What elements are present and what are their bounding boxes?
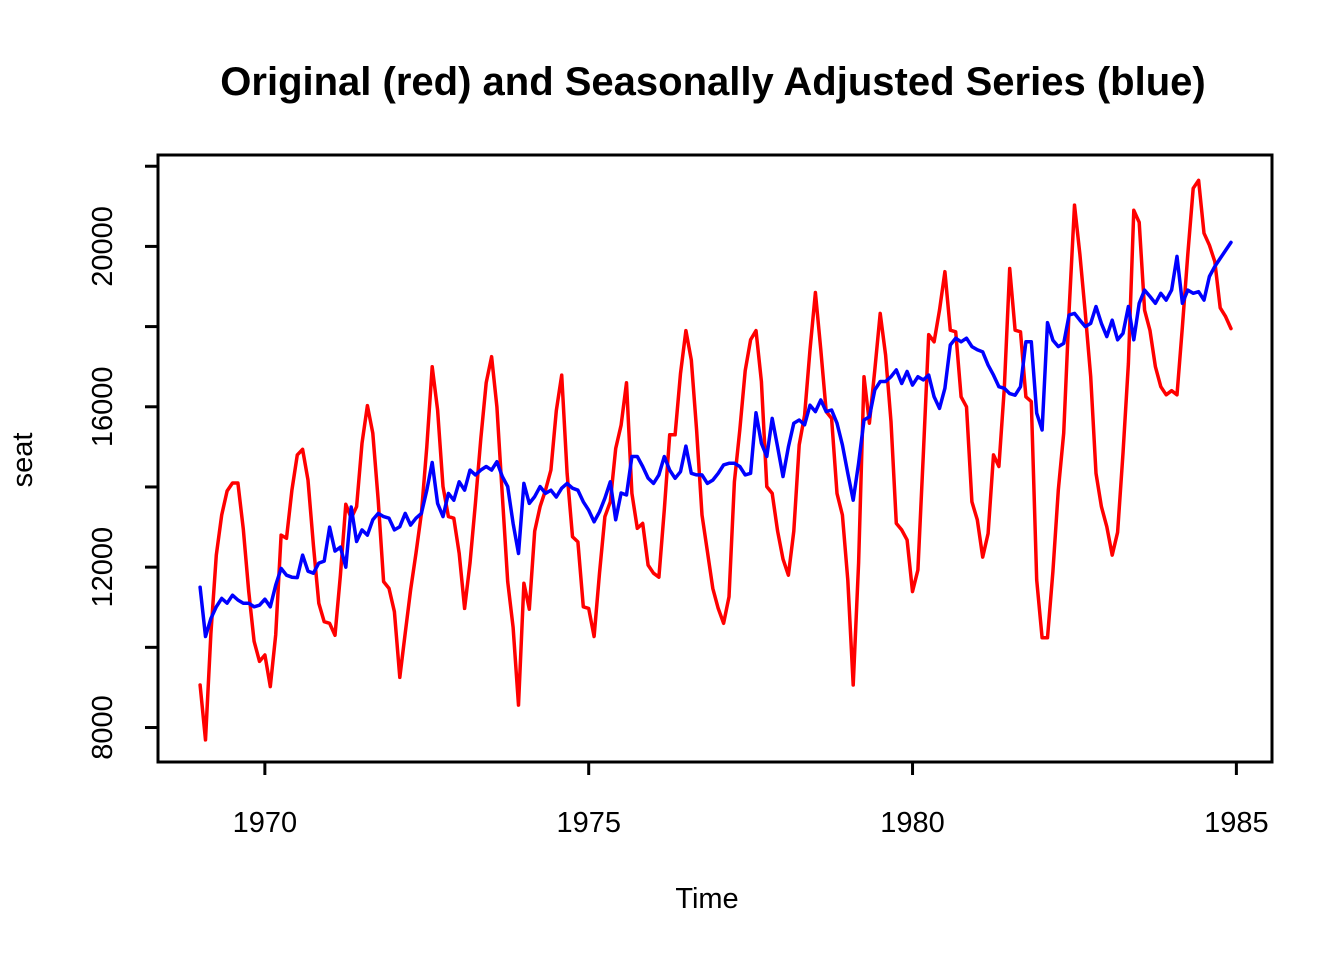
y-axis-tick-label: 12000 xyxy=(87,527,119,608)
x-axis-title: Time xyxy=(675,883,738,915)
axes-layer: 1970 1975 1980 1985 8000 12000 16000 20000 xyxy=(87,164,1269,839)
chart-title: Original (red) and Seasonally Adjusted S… xyxy=(220,60,1205,104)
plot-box xyxy=(156,153,1274,764)
x-axis-tick-label: 1985 xyxy=(1204,807,1269,839)
series-line-seasonally-adjusted xyxy=(198,240,1233,639)
series-layer xyxy=(198,178,1233,742)
x-axis-tick-label: 1980 xyxy=(880,807,945,839)
series-line-original xyxy=(198,178,1233,742)
y-axis-tick-label: 20000 xyxy=(87,206,119,287)
x-axis-tick-label: 1975 xyxy=(556,807,621,839)
y-axis-title: seat xyxy=(7,433,39,488)
x-axis-tick-label: 1970 xyxy=(233,807,298,839)
y-axis-tick-label: 16000 xyxy=(87,366,119,447)
y-axis-tick-label: 8000 xyxy=(87,695,119,760)
